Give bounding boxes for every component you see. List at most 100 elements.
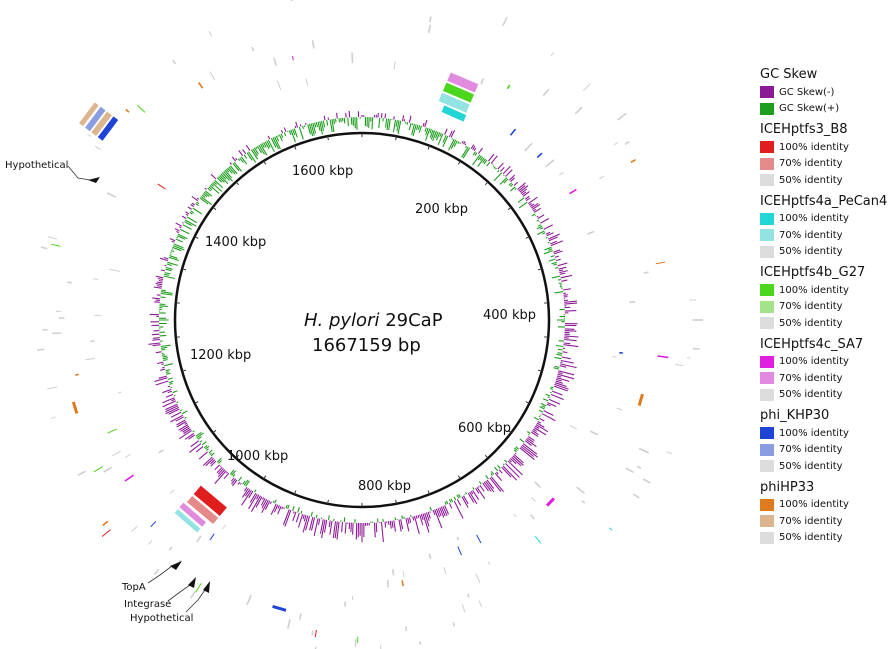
legend-label: 50% identity: [779, 317, 843, 329]
legend-swatch: [760, 388, 774, 401]
blast-hit: [131, 525, 138, 532]
blast-hit: [85, 357, 96, 361]
legend-label: 100% identity: [779, 141, 849, 153]
blast-hit: [103, 466, 113, 473]
blast-hit: [48, 236, 58, 240]
legend-title: ICEHptfs3_B8: [760, 122, 848, 137]
blast-hit: [475, 573, 481, 583]
legend-item: 100% identity: [760, 497, 890, 514]
blast-hit: [67, 281, 72, 284]
legend-label: 70% identity: [779, 515, 843, 527]
tick-marks: [175, 133, 549, 507]
blast-hit: [405, 626, 408, 632]
legend-label: 70% identity: [779, 444, 843, 456]
blast-hit: [102, 520, 109, 527]
legend-swatch: [760, 157, 774, 170]
legend-swatch: [760, 355, 774, 368]
legend-item: 70% identity: [760, 156, 890, 173]
blast-hit: [630, 159, 636, 164]
blast-hit: [427, 24, 432, 34]
blast-hit: [251, 46, 255, 52]
legend-title: phi_KHP30: [760, 408, 830, 423]
blast-block: [441, 105, 467, 122]
blast-hit: [157, 183, 166, 190]
blast-hit: [112, 450, 121, 457]
legend-item: 50% identity: [760, 244, 890, 261]
blast-hit: [197, 82, 204, 89]
blast-hit: [125, 108, 130, 113]
blast-hit: [534, 535, 542, 544]
blast-hit: [299, 613, 302, 620]
blast-block: [71, 401, 79, 414]
gene-annotation: Hypothetical: [130, 581, 210, 624]
blast-block: [91, 111, 112, 136]
blast-hit: [534, 481, 542, 488]
legend-label: 50% identity: [779, 532, 843, 544]
blast-hit: [94, 145, 102, 151]
gene-label: Hypothetical: [130, 613, 193, 624]
gene-label: Hypothetical: [5, 160, 68, 171]
blast-block: [637, 393, 644, 407]
blast-hit: [314, 629, 317, 638]
blast-hit: [692, 347, 700, 350]
blast-hit: [305, 78, 309, 86]
legend-swatch: [760, 515, 774, 528]
legend-label: 50% identity: [779, 246, 843, 258]
blast-rings: [37, 0, 703, 649]
gene-label: TopA: [121, 582, 146, 593]
backbone-ticks: [175, 133, 549, 507]
legend-swatch: [760, 300, 774, 313]
blast-hit: [93, 466, 104, 473]
blast-hit: [273, 57, 278, 67]
legend-swatch: [760, 245, 774, 258]
blast-hit: [542, 88, 550, 97]
blast-hit: [195, 535, 202, 543]
blast-hit: [487, 561, 491, 565]
blast-hit: [209, 71, 216, 81]
legend-item: 70% identity: [760, 370, 890, 387]
blast-hit: [47, 386, 58, 390]
blast-hit: [75, 373, 79, 376]
blast-hit: [675, 363, 684, 367]
blast-hit: [311, 630, 314, 636]
blast-hit: [124, 453, 131, 458]
legend-item: 70% identity: [760, 299, 890, 316]
blast-hit: [168, 546, 173, 551]
blast-hit: [190, 590, 196, 599]
legend-item: 100% identity: [760, 425, 890, 442]
blast-hit: [657, 355, 669, 359]
blast-hit: [246, 594, 252, 606]
blast-hit: [638, 447, 650, 454]
blast-hit: [428, 553, 432, 560]
blast-hit: [587, 230, 595, 235]
legend-swatch: [760, 229, 774, 242]
legend-item: GC Skew(-): [760, 84, 890, 101]
legend-swatch: [760, 284, 774, 297]
gene-annotation: TopA: [121, 561, 182, 593]
blast-hit: [287, 619, 291, 629]
blast-hit: [153, 568, 160, 576]
blast-hit: [655, 261, 666, 265]
legend-item: 100% identity: [760, 354, 890, 371]
legend-swatch: [760, 86, 774, 99]
legend-item: GC Skew(+): [760, 101, 890, 118]
legend-title: GC Skew: [760, 67, 818, 82]
gc-skew-negative: [148, 110, 579, 543]
blast-block: [447, 72, 479, 93]
genome-title: H. pylori 29CaP: [304, 310, 443, 331]
blast-hit: [461, 604, 466, 613]
blast-hit: [476, 534, 482, 544]
legend-item: 50% identity: [760, 315, 890, 332]
legend-label: 50% identity: [779, 460, 843, 472]
blast-hit: [624, 140, 630, 146]
legend-item: 100% identity: [760, 211, 890, 228]
blast-hit: [616, 407, 623, 411]
blast-block: [442, 82, 475, 103]
blast-hit: [195, 583, 202, 593]
legend-title: ICEHptfs4b_G27: [760, 265, 866, 280]
blast-hit: [136, 104, 146, 113]
blast-hit: [169, 489, 175, 494]
blast-hit: [574, 106, 583, 115]
blast-block: [187, 496, 219, 524]
legend-swatch: [760, 531, 774, 544]
